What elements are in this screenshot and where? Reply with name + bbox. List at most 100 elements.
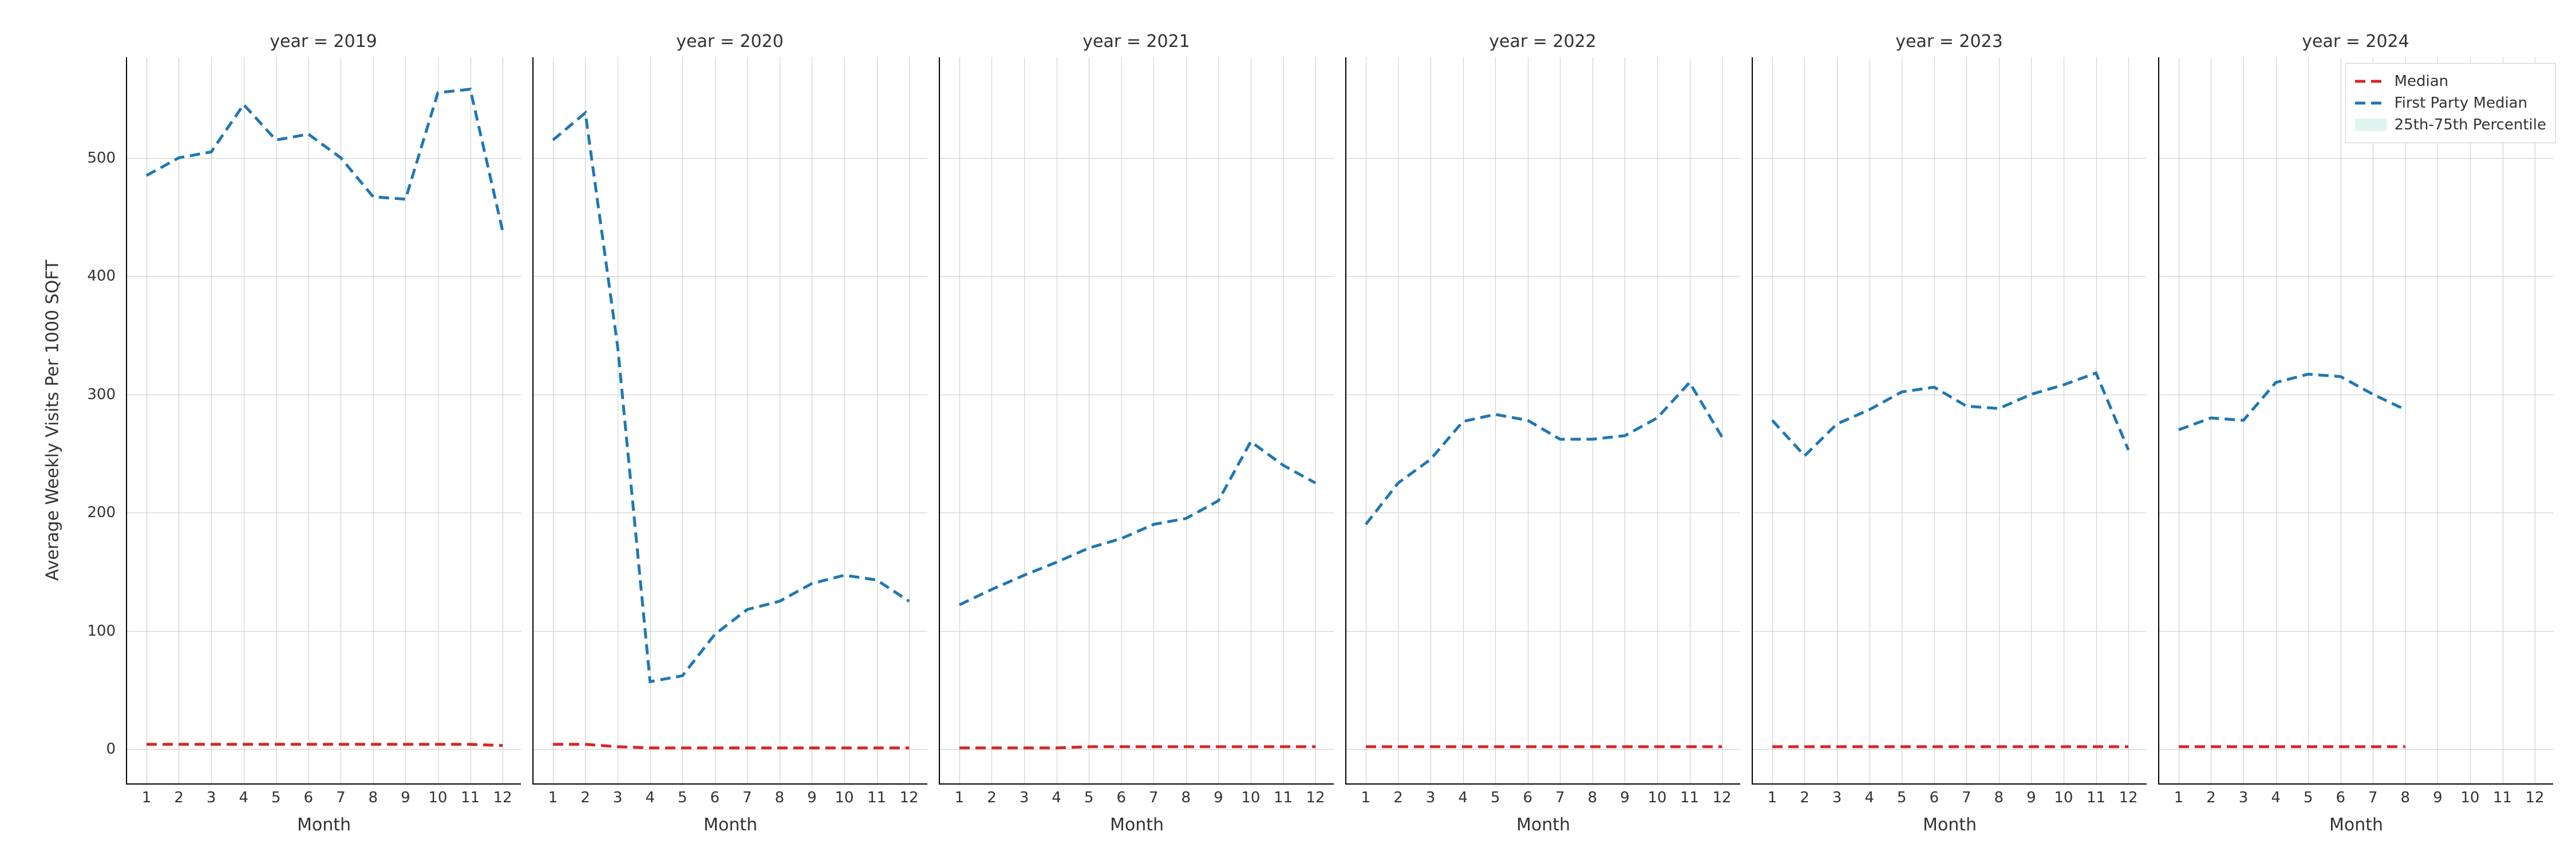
xtick-label: 10 [835, 789, 854, 806]
ytick-label: 300 [87, 386, 116, 403]
median-line [147, 744, 503, 746]
x-axis-label: Month [940, 815, 1334, 835]
xtick-label: 1 [1361, 789, 1371, 806]
xtick-label: 5 [2304, 789, 2313, 806]
legend-label: First Party Median [2395, 94, 2528, 112]
xtick-label: 6 [710, 789, 720, 806]
ytick-label: 200 [87, 504, 116, 521]
xtick-label: 9 [401, 789, 410, 806]
xtick-label: 7 [2368, 789, 2378, 806]
median-line [553, 744, 909, 748]
xtick-label: 11 [1680, 789, 1699, 806]
panel-5: year = 2024123456789101112Month [2158, 57, 2553, 785]
first-party-line [2179, 374, 2405, 430]
first-party-line [1772, 373, 2128, 456]
xtick-label: 8 [1994, 789, 2004, 806]
series-svg [127, 57, 522, 785]
xtick-label: 8 [369, 789, 378, 806]
xtick-label: 9 [1214, 789, 1223, 806]
xtick-label: 10 [428, 789, 447, 806]
xtick-label: 3 [1832, 789, 1842, 806]
plot-area: 123456789101112Month [2158, 57, 2553, 785]
first-party-line [959, 442, 1315, 605]
legend-label: Median [2395, 73, 2449, 90]
xtick-label: 11 [2087, 789, 2105, 806]
xtick-label: 5 [678, 789, 688, 806]
xtick-label: 1 [142, 789, 152, 806]
plot-area: 123456789101112Month [532, 57, 927, 785]
panel-4: year = 2023123456789101112Month [1752, 57, 2147, 785]
panel-title: year = 2024 [2158, 31, 2553, 52]
xtick-label: 5 [1897, 789, 1907, 806]
xtick-label: 7 [1149, 789, 1159, 806]
xtick-label: 2 [1393, 789, 1403, 806]
xtick-label: 3 [2239, 789, 2249, 806]
xtick-label: 9 [1620, 789, 1630, 806]
xtick-label: 2 [174, 789, 184, 806]
xtick-label: 7 [1962, 789, 1971, 806]
xtick-label: 3 [207, 789, 216, 806]
xtick-label: 1 [548, 789, 558, 806]
x-axis-label: Month [534, 815, 927, 835]
xtick-label: 1 [955, 789, 965, 806]
xtick-label: 10 [2460, 789, 2479, 806]
legend-item-band: 25th-75th Percentile [2355, 114, 2546, 136]
xtick-label: 12 [2526, 789, 2545, 806]
xtick-label: 10 [2054, 789, 2073, 806]
xtick-label: 11 [1274, 789, 1293, 806]
panel-title: year = 2023 [1752, 31, 2147, 52]
panel-3: year = 2022123456789101112Month [1345, 57, 1740, 785]
series-svg [2159, 57, 2554, 785]
xtick-label: 4 [1458, 789, 1468, 806]
xtick-label: 5 [1084, 789, 1094, 806]
panel-1: year = 2020123456789101112Month [532, 57, 927, 785]
panel-title: year = 2021 [939, 31, 1334, 52]
panel-title: year = 2022 [1345, 31, 1740, 52]
first-party-line [147, 89, 503, 231]
plot-area: 123456789101112Month [1345, 57, 1740, 785]
xtick-label: 6 [2336, 789, 2345, 806]
xtick-label: 9 [2433, 789, 2443, 806]
panel-0: year = 201912345678910111201002003004005… [126, 57, 521, 785]
y-axis-label: Average Weekly Visits Per 1000 SQFT [43, 260, 63, 581]
xtick-label: 4 [1864, 789, 1874, 806]
xtick-label: 6 [1523, 789, 1532, 806]
xtick-label: 11 [867, 789, 886, 806]
ytick-label: 500 [87, 149, 116, 167]
xtick-label: 3 [1426, 789, 1436, 806]
xtick-label: 12 [1713, 789, 1732, 806]
first-party-line [1366, 383, 1722, 525]
panel-2: year = 2021123456789101112Month [939, 57, 1334, 785]
xtick-label: 6 [1929, 789, 1939, 806]
legend-label: 25th-75th Percentile [2395, 116, 2546, 133]
xtick-label: 2 [987, 789, 997, 806]
xtick-label: 8 [775, 789, 785, 806]
x-axis-label: Month [2159, 815, 2553, 835]
xtick-label: 8 [1588, 789, 1598, 806]
series-svg [940, 57, 1335, 785]
xtick-label: 12 [1306, 789, 1325, 806]
panel-title: year = 2019 [126, 31, 521, 52]
plot-area: 123456789101112Month [939, 57, 1334, 785]
xtick-label: 2 [2206, 789, 2216, 806]
xtick-label: 7 [742, 789, 752, 806]
figure: year = 2019 12345678910111201002003004005… [0, 0, 2576, 859]
series-svg [1346, 57, 1741, 785]
xtick-label: 12 [900, 789, 919, 806]
xtick-label: 2 [580, 789, 590, 806]
xtick-label: 7 [336, 789, 346, 806]
series-svg [1753, 57, 2148, 785]
plot-area: 1234567891011120100200300400500MonthAver… [126, 57, 521, 785]
legend-swatch-band [2355, 119, 2387, 131]
xtick-label: 3 [1020, 789, 1029, 806]
ytick-label: 0 [106, 740, 116, 758]
xtick-label: 4 [645, 789, 655, 806]
plot-area: 123456789101112Month [1752, 57, 2147, 785]
legend-swatch-line [2355, 76, 2387, 87]
xtick-label: 10 [1647, 789, 1666, 806]
median-line [959, 747, 1315, 748]
xtick-label: 8 [2401, 789, 2411, 806]
x-axis-label: Month [127, 815, 521, 835]
xtick-label: 4 [1052, 789, 1061, 806]
legend-item-median: Median [2355, 70, 2546, 92]
